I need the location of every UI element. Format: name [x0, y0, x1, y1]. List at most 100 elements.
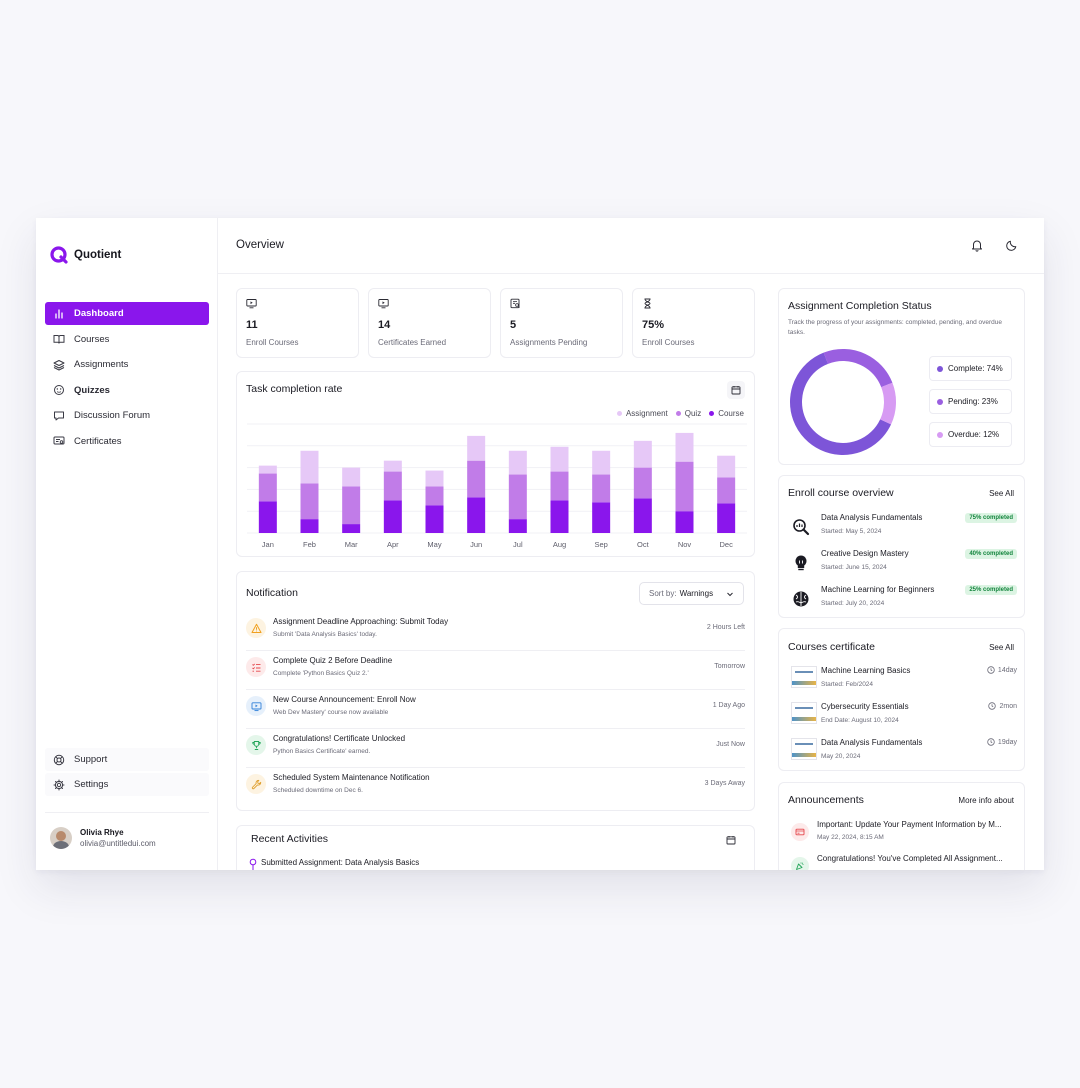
gear-icon	[53, 779, 65, 790]
logo[interactable]: Quotient	[50, 246, 121, 264]
see-all-link[interactable]: See All	[989, 643, 1014, 652]
notification-item[interactable]: New Course Announcement: Enroll Now Web …	[246, 690, 745, 729]
certificate-date: May 20, 2024	[821, 753, 861, 760]
completion-title: Assignment Completion Status	[788, 300, 932, 312]
monitor-play-icon	[378, 299, 389, 309]
user-profile[interactable]: Olivia Rhye olivia@untitledui.com	[50, 827, 156, 849]
sort-prefix: Sort by:	[649, 589, 677, 598]
course-item[interactable]: Creative Design Mastery Started: June 15…	[791, 549, 1017, 579]
bar-assignment	[508, 450, 527, 475]
certificate-item[interactable]: Machine Learning Basics Started: Feb/202…	[791, 666, 1017, 696]
user-email: olivia@untitledui.com	[80, 839, 156, 848]
sidebar-item-dashboard[interactable]: Dashboard	[45, 302, 209, 325]
certificate-item[interactable]: Cybersecurity Essentials End Date: Augus…	[791, 702, 1017, 732]
stat-card-enroll-courses-percent[interactable]: 75% Enroll Courses	[632, 288, 755, 358]
magnifier-chart-icon	[793, 519, 810, 536]
sidebar-item-discussion-forum[interactable]: Discussion Forum	[45, 404, 209, 427]
course-item[interactable]: Data Analysis Fundamentals Started: May …	[791, 513, 1017, 543]
sidebar-item-support[interactable]: Support	[45, 748, 209, 771]
bar-course	[717, 503, 736, 533]
bar-assignment	[717, 455, 736, 478]
recent-activities-card: Recent Activities Submitted Assignment: …	[236, 825, 755, 870]
course-item[interactable]: Machine Learning for Beginners Started: …	[791, 585, 1017, 615]
notification-item[interactable]: Assignment Deadline Approaching: Submit …	[246, 612, 745, 651]
notification-item[interactable]: Scheduled System Maintenance Notificatio…	[246, 768, 745, 807]
see-all-link[interactable]: See All	[989, 489, 1014, 498]
bar-quiz	[508, 474, 527, 520]
book-icon	[53, 335, 65, 344]
calendar-icon	[726, 836, 736, 845]
certificate-icon	[53, 436, 65, 445]
announcement-item[interactable]: Important: Update Your Payment Informati…	[791, 820, 1017, 850]
notification-subtitle: Python Basics Certificate' earned.	[273, 748, 371, 755]
x-tick-label: Sep	[594, 540, 607, 549]
announcement-title: Important: Update Your Payment Informati…	[817, 820, 1002, 829]
sidebar-item-quizzes[interactable]: Quizzes	[45, 379, 209, 402]
stat-card-enroll-courses[interactable]: 11 Enroll Courses	[236, 288, 359, 358]
brain-icon	[793, 591, 809, 607]
stat-label: Certificates Earned	[378, 338, 447, 347]
completion-donut-chart	[790, 349, 896, 455]
sidebar-bottom-nav: Support Settings	[45, 748, 209, 798]
bar-course	[508, 519, 527, 533]
x-tick-label: Jun	[470, 540, 482, 549]
more-info-link[interactable]: More info about	[958, 796, 1014, 805]
main-nav: Dashboard Courses Assignments Quizzes Di…	[45, 302, 209, 456]
bar-quiz	[258, 473, 277, 502]
progress-badge: 75% completed	[965, 513, 1017, 523]
notification-title: Assignment Deadline Approaching: Submit …	[273, 617, 449, 626]
bar-course	[550, 500, 569, 533]
bar-course	[300, 519, 319, 533]
notification-time: 2 Hours Left	[706, 624, 745, 631]
stat-card-certificates-earned[interactable]: 14 Certificates Earned	[368, 288, 491, 358]
bar-assignment	[675, 432, 694, 462]
sort-dropdown[interactable]: Sort by: Warnings	[639, 582, 744, 605]
sort-value: Warnings	[679, 589, 714, 598]
x-tick-label: May	[427, 540, 441, 549]
notification-item[interactable]: Complete Quiz 2 Before Deadline Complete…	[246, 651, 745, 690]
moon-icon[interactable]	[1005, 238, 1019, 252]
donut-segment-overdue	[790, 349, 896, 455]
course-date: Started: May 5, 2024	[821, 528, 882, 535]
sidebar-item-label: Certificates	[74, 435, 122, 447]
sidebar-item-label: Dashboard	[74, 308, 124, 319]
certificate-date: Started: Feb/2024	[821, 681, 874, 688]
bar-course	[467, 497, 486, 533]
x-tick-label: Feb	[303, 540, 316, 549]
announcement-date: May 22, 2024, 8:15 AM	[817, 834, 884, 841]
chart-title: Task completion rate	[246, 383, 343, 395]
certificate-name: Data Analysis Fundamentals	[821, 738, 923, 747]
trophy-icon	[246, 735, 266, 755]
course-name: Machine Learning for Beginners	[821, 585, 935, 594]
user-name: Olivia Rhye	[80, 828, 124, 837]
stat-card-assignments-pending[interactable]: 5 Assignments Pending	[500, 288, 623, 358]
certificate-item[interactable]: Data Analysis Fundamentals May 20, 2024 …	[791, 738, 1017, 768]
page-title: Overview	[236, 239, 284, 251]
notification-item[interactable]: Congratulations! Certificate Unlocked Py…	[246, 729, 745, 768]
bar-quiz	[383, 471, 402, 501]
status-pill-pending: Pending: 23%	[929, 389, 1012, 414]
bell-icon[interactable]	[970, 238, 984, 252]
announcements-card: Announcements More info about Important:…	[778, 782, 1025, 870]
lifebuoy-icon	[53, 754, 65, 765]
sidebar-item-assignments[interactable]: Assignments	[45, 353, 209, 376]
stat-value: 5	[510, 319, 517, 331]
notification-title: Congratulations! Certificate Unlocked	[273, 734, 406, 743]
notification-title: Notification	[246, 587, 298, 599]
activity-item[interactable]: Submitted Assignment: Data Analysis Basi…	[261, 858, 420, 867]
notification-title: Scheduled System Maintenance Notificatio…	[273, 773, 430, 782]
course-date: Started: June 15, 2024	[821, 564, 887, 571]
sidebar-item-settings[interactable]: Settings	[45, 773, 209, 796]
chart-legend: Assignment Quiz Course	[616, 409, 744, 418]
monitor-play-icon	[246, 299, 257, 309]
recent-activities-title: Recent Activities	[251, 833, 329, 845]
certificate-date: End Date: August 10, 2024	[821, 717, 899, 724]
clock-icon	[987, 738, 995, 746]
sidebar-item-courses[interactable]: Courses	[45, 328, 209, 351]
announcement-item[interactable]: Congratulations! You've Completed All As…	[791, 854, 1017, 870]
calendar-button[interactable]	[727, 381, 745, 399]
calendar-button[interactable]	[722, 831, 740, 849]
notification-subtitle: Scheduled downtime on Dec 6.	[273, 787, 363, 794]
credit-card-icon	[791, 823, 809, 841]
sidebar-item-certificates[interactable]: Certificates	[45, 430, 209, 453]
